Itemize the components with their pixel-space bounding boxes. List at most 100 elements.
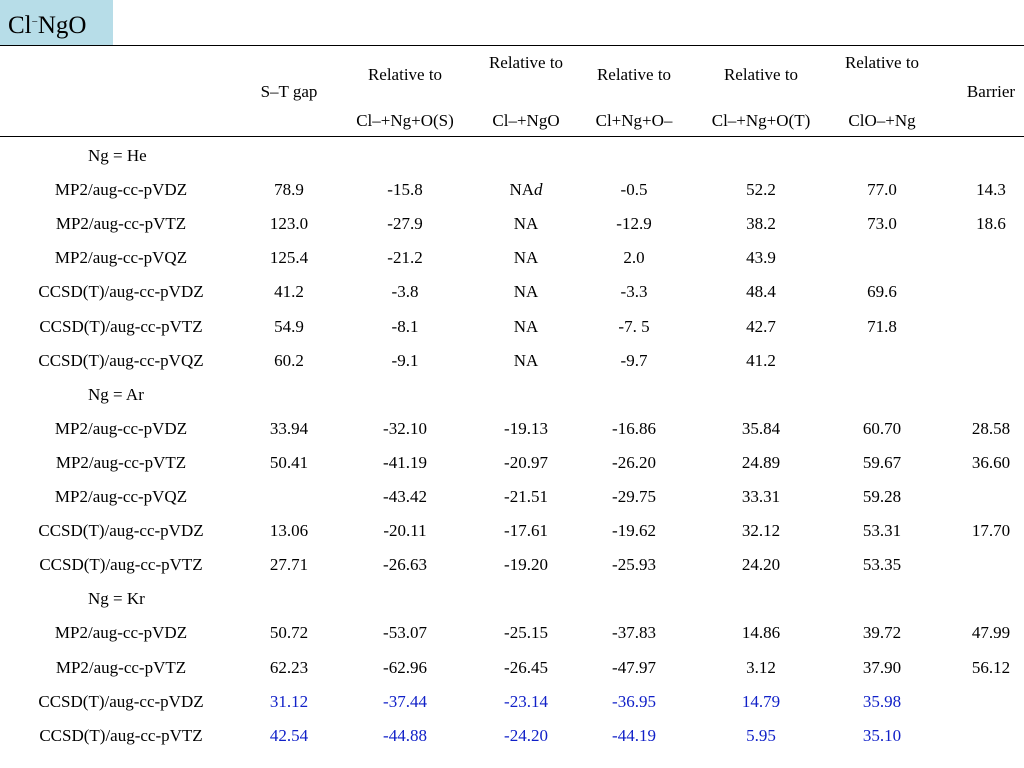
value-cell: -15.8 — [387, 180, 423, 200]
value-cell: 42.54 — [269, 725, 309, 745]
header-st-gap: S–T gap — [260, 82, 318, 101]
value-cell: 3.12 — [746, 657, 776, 677]
value-cell: -26.45 — [504, 657, 548, 677]
value-cell: 60.2 — [274, 350, 304, 370]
method-cell: CCSD(T)/aug-cc-pVTZ — [39, 555, 203, 575]
value-cell: 24.89 — [741, 452, 781, 472]
value-cell: 35.10 — [862, 725, 902, 745]
value-cell: -43.42 — [383, 487, 427, 506]
value-cell: -29.75 — [612, 487, 656, 506]
value-cell: 56.12 — [971, 657, 1011, 677]
value-cell: -16.86 — [612, 418, 656, 438]
value-cell: -62.96 — [383, 657, 427, 677]
title-prefix: Cl — [8, 12, 32, 39]
value-cell: NA — [513, 214, 539, 234]
header-rel1-top: Relative to — [367, 65, 443, 84]
value-cell: 24.20 — [741, 555, 781, 575]
header-barrier: Barrier — [966, 82, 1016, 101]
value-cell: 39.72 — [862, 623, 902, 643]
value-cell: -19.13 — [504, 418, 548, 438]
title-sup: − — [31, 16, 38, 28]
header-rel2-top: Relative to — [488, 53, 564, 72]
value-cell: 52.2 — [746, 180, 776, 200]
value-cell: -26.63 — [383, 555, 427, 575]
value-cell: 48.4 — [746, 282, 776, 302]
group-label: Ng = Ar — [88, 384, 144, 404]
value-cell: 14.86 — [741, 623, 781, 643]
value-cell: NA — [513, 350, 539, 370]
value-cell: 37.90 — [862, 657, 902, 677]
value-cell: NA — [513, 282, 539, 302]
value-cell: 42.7 — [746, 316, 776, 336]
value-cell: 35.84 — [741, 418, 781, 438]
value-cell: 77.0 — [867, 180, 897, 200]
value-cell: 59.28 — [862, 487, 902, 506]
value-cell: 71.8 — [867, 316, 897, 336]
value-cell: 53.31 — [862, 521, 902, 541]
slide-title: Cl−NgO — [0, 0, 113, 45]
method-cell: CCSD(T)/aug-cc-pVQZ — [38, 350, 204, 370]
value-cell: -20.97 — [504, 452, 548, 472]
value-cell: -47.97 — [612, 657, 656, 677]
table-header-rule — [0, 136, 1024, 137]
value-cell: 33.31 — [741, 487, 781, 506]
value-cell: 69.6 — [867, 282, 897, 302]
value-cell: 28.58 — [971, 418, 1011, 438]
value-cell: 41.2 — [746, 350, 776, 370]
value-cell: -53.07 — [383, 623, 427, 643]
value-cell: -0.5 — [620, 180, 648, 200]
method-cell: MP2/aug-cc-pVDZ — [54, 418, 188, 438]
method-cell: CCSD(T)/aug-cc-pVTZ — [39, 316, 203, 336]
value-cell: 41.2 — [274, 282, 304, 302]
value-cell: -21.2 — [387, 248, 423, 268]
value-cell: 18.6 — [976, 214, 1006, 234]
header-rel1-bottom: Cl–+Ng+O(S) — [356, 111, 454, 130]
method-cell: CCSD(T)/aug-cc-pVDZ — [38, 521, 204, 541]
value-cell: -44.88 — [383, 725, 427, 745]
value-cell: 59.67 — [862, 452, 902, 472]
header-rel4-bottom: Cl–+Ng+O(T) — [711, 111, 811, 130]
value-cell: -44.19 — [612, 725, 656, 745]
value-cell: 14.79 — [741, 691, 781, 711]
value-cell: 17.70 — [971, 521, 1011, 541]
value-cell: NAd — [509, 180, 543, 200]
value-cell: 35.98 — [862, 691, 902, 711]
value-cell: -23.14 — [504, 691, 548, 711]
method-cell: MP2/aug-cc-pVQZ — [54, 487, 188, 506]
header-rel4-top: Relative to — [723, 65, 799, 84]
value-cell: -36.95 — [612, 691, 656, 711]
value-cell: 73.0 — [867, 214, 897, 234]
value-cell: -21.51 — [504, 487, 548, 506]
value-cell: -9.1 — [391, 350, 419, 370]
value-cell: NA — [513, 248, 539, 268]
value-cell: -26.20 — [612, 452, 656, 472]
value-cell: -25.93 — [612, 555, 656, 575]
value-cell: 13.06 — [269, 521, 309, 541]
value-cell: 78.9 — [274, 180, 304, 200]
value-cell: -37.83 — [612, 623, 656, 643]
value-cell: 47.99 — [971, 623, 1011, 643]
header-rel3-bottom: Cl+Ng+O– — [595, 111, 673, 130]
value-cell: -32.10 — [383, 418, 427, 438]
table-top-rule — [0, 45, 1024, 46]
value-cell: 2.0 — [623, 248, 645, 268]
value-cell: -19.20 — [504, 555, 548, 575]
header-rel5-top: Relative to — [844, 53, 920, 72]
value-cell: 123.0 — [269, 214, 309, 234]
footnote-marker: d — [534, 180, 543, 200]
value-cell: 50.72 — [269, 623, 309, 643]
group-label: Ng = He — [88, 146, 147, 165]
value-cell: -3.8 — [391, 282, 419, 302]
value-cell: -7. 5 — [618, 316, 650, 336]
value-cell: NA — [513, 316, 539, 336]
value-cell: 53.35 — [862, 555, 902, 575]
value-cell: -17.61 — [504, 521, 548, 541]
value-cell: 31.12 — [269, 691, 309, 711]
method-cell: MP2/aug-cc-pVQZ — [54, 248, 188, 268]
method-cell: CCSD(T)/aug-cc-pVDZ — [38, 691, 204, 711]
value-cell: -37.44 — [383, 691, 427, 711]
header-rel3-top: Relative to — [596, 65, 672, 84]
value-cell: -8.1 — [391, 316, 419, 336]
value-cell: -41.19 — [383, 452, 427, 472]
value-cell: 27.71 — [269, 555, 309, 575]
